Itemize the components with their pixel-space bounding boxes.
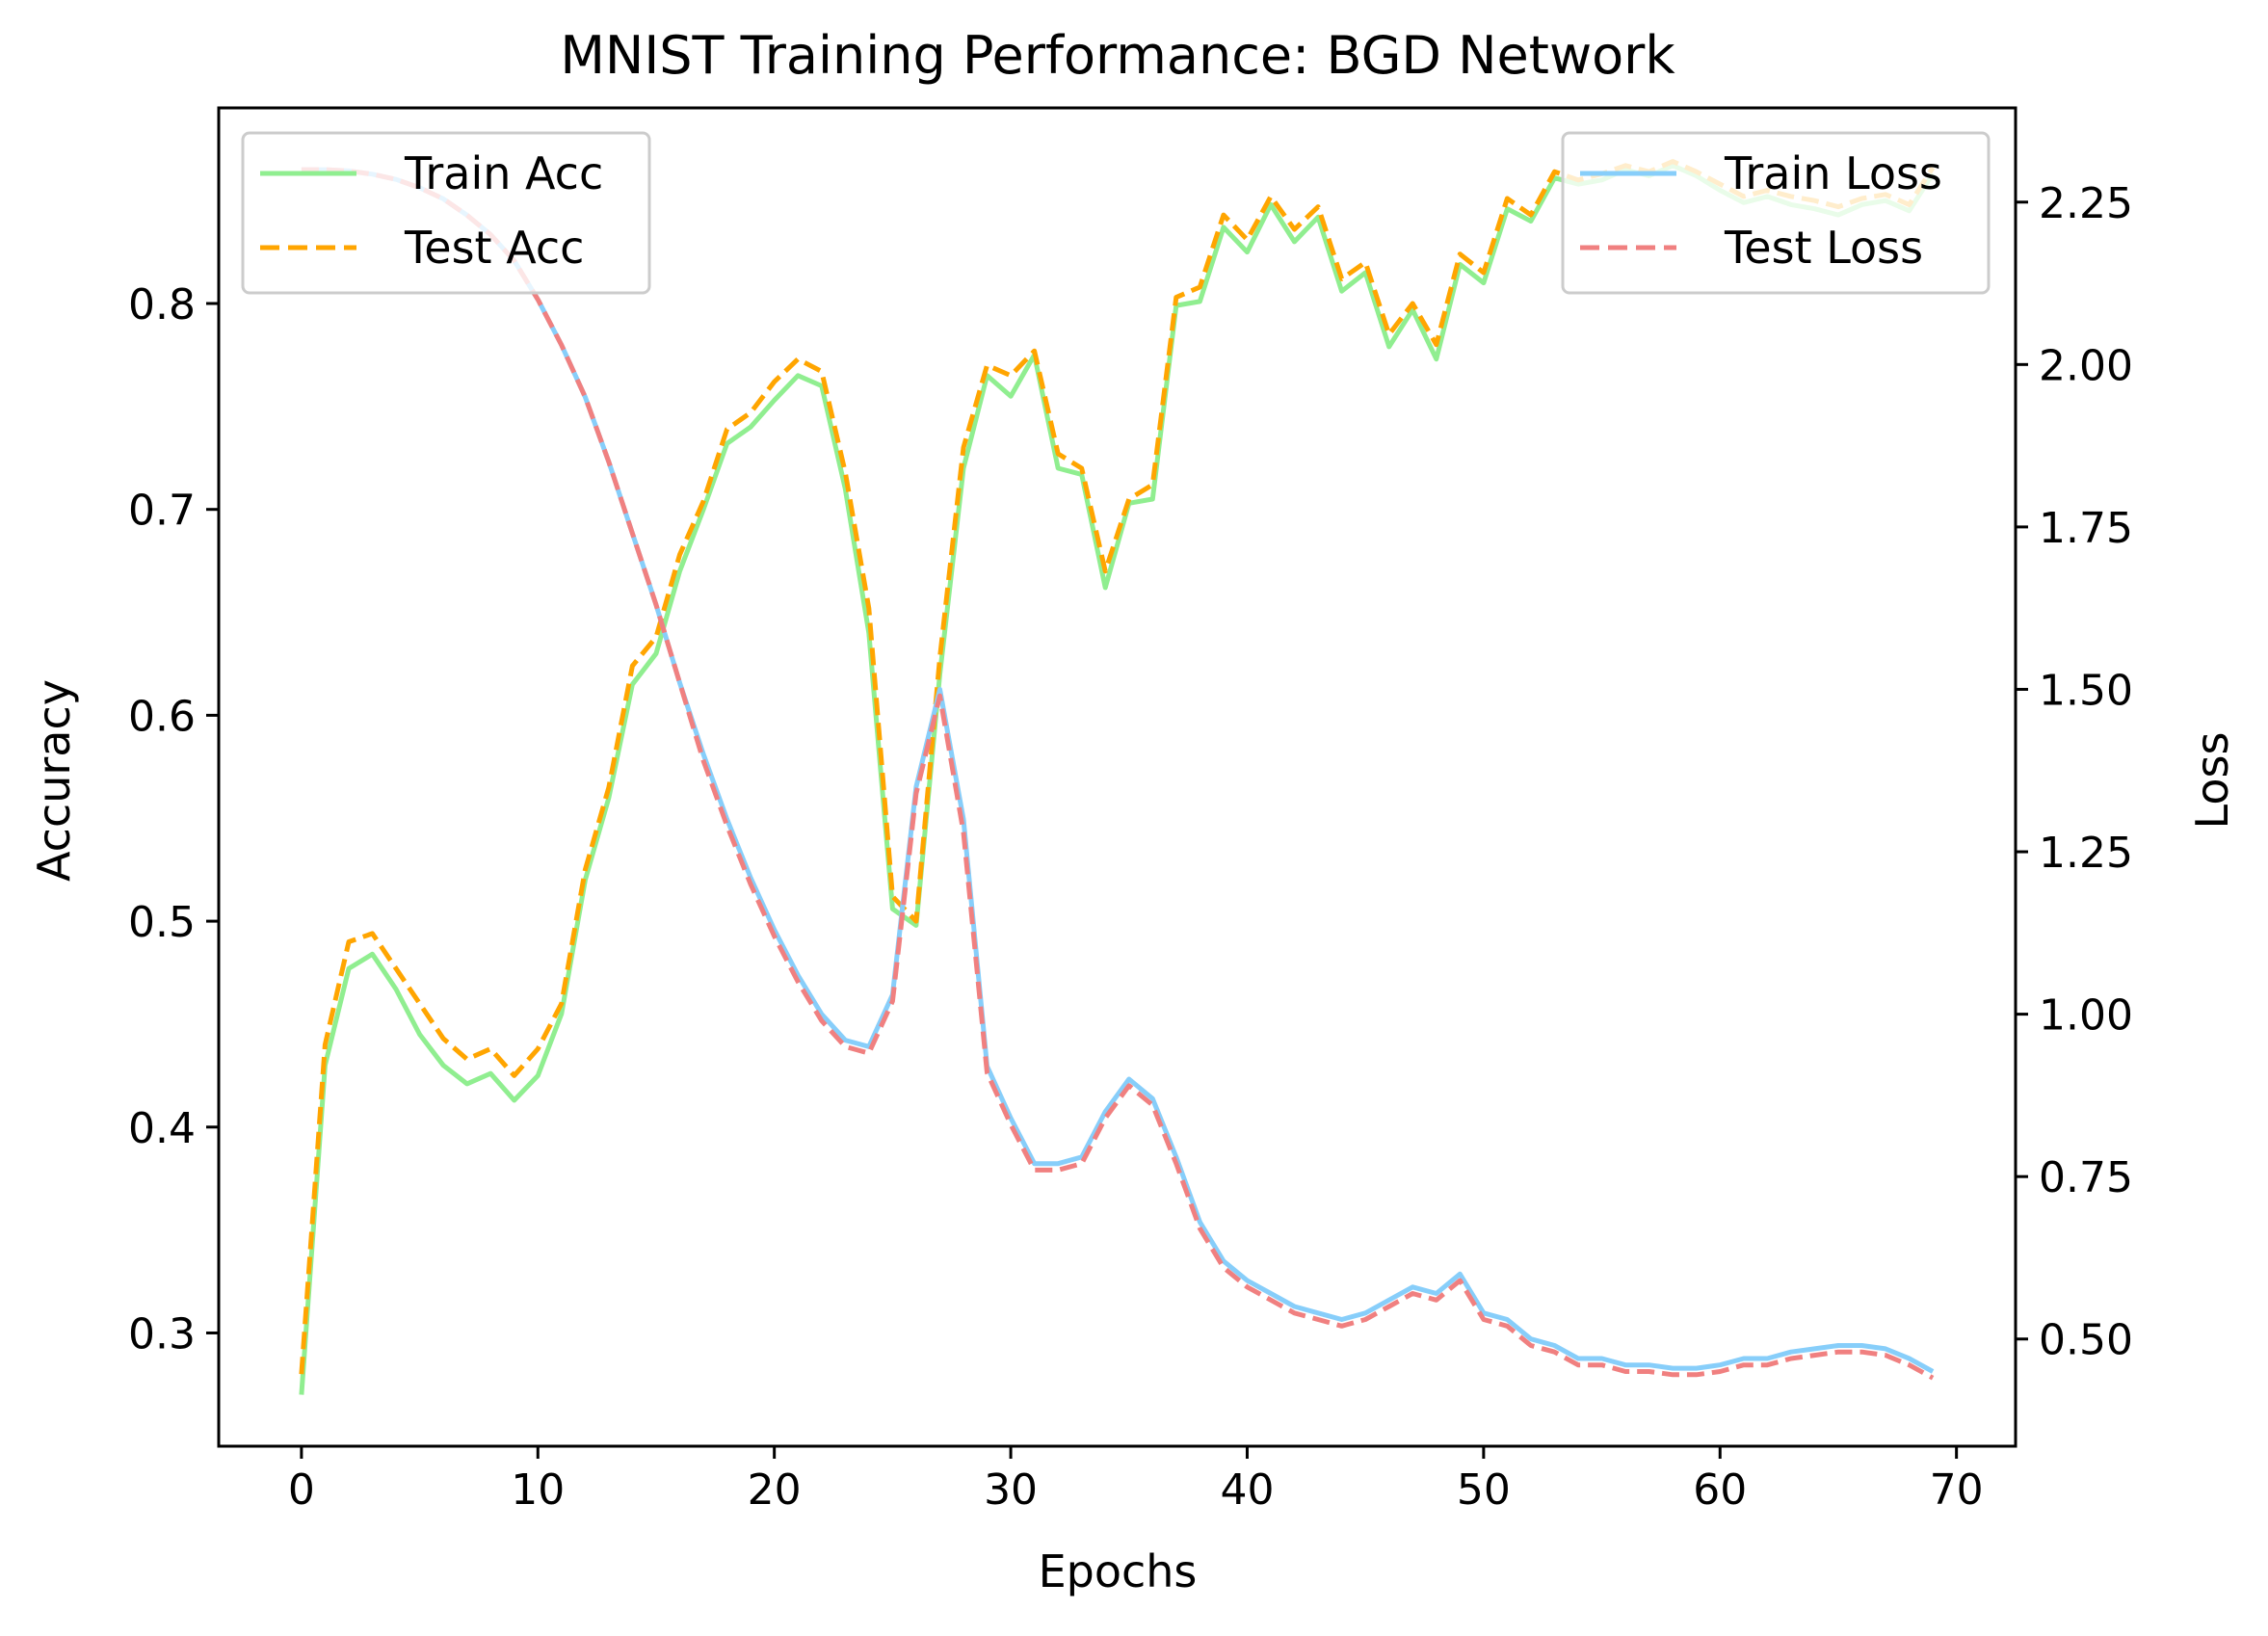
- y-right-tick-label: 1.50: [2039, 666, 2133, 715]
- y-right-tick-label: 1.25: [2039, 829, 2133, 878]
- legend-left: Train Acc Test Acc: [241, 131, 651, 295]
- x-tick-label: 70: [1930, 1465, 1984, 1515]
- y-right-tick-label: 0.75: [2039, 1153, 2133, 1202]
- x-tick-label: 10: [511, 1465, 565, 1515]
- y-left-tick-label: 0.3: [128, 1309, 196, 1359]
- y-left-tick-label: 0.6: [128, 692, 196, 741]
- y-right-tick-label: 0.50: [2039, 1316, 2133, 1365]
- legend-right: Train Loss Test Loss: [1561, 131, 1991, 295]
- y-right-tick-label: 2.00: [2039, 341, 2133, 390]
- chart-title: MNIST Training Performance: BGD Network: [560, 25, 1675, 86]
- legend-label-train-loss: Train Loss: [1724, 147, 1942, 199]
- x-tick-label: 20: [748, 1465, 802, 1515]
- y-axis-label-right: Loss: [2186, 732, 2238, 830]
- legend-label-train-acc: Train Acc: [404, 147, 603, 199]
- y-left-tick-label: 0.5: [128, 898, 196, 947]
- axes-layer: 0 10 20 30 40 50 60 70 0.3 0.4 0.5 0.6 0.7 0.8 0.50 0.7…: [128, 106, 2133, 1515]
- y-left-tick-label: 0.8: [128, 280, 196, 330]
- plot-frame: [217, 106, 2017, 1448]
- y-right-tick-label: 2.25: [2039, 179, 2133, 228]
- legend-label-test-loss: Test Loss: [1724, 222, 1923, 274]
- x-tick-label: 40: [1220, 1465, 1274, 1515]
- y-right-tick-label: 1.75: [2039, 504, 2133, 553]
- series-line-test-loss: [301, 167, 1935, 1381]
- series-line-test-acc: [299, 159, 1936, 1375]
- x-tick-label: 50: [1457, 1465, 1511, 1515]
- y-left-tick-label: 0.4: [128, 1104, 196, 1153]
- legend-label-test-acc: Test Acc: [404, 222, 584, 274]
- x-tick-label: 30: [984, 1465, 1038, 1515]
- y-right-tick-label: 1.00: [2039, 991, 2133, 1041]
- x-tick-label: 60: [1693, 1465, 1747, 1515]
- x-tick-label: 0: [288, 1465, 315, 1515]
- x-axis-label: Epochs: [1039, 1545, 1198, 1597]
- y-axis-label-left: Accuracy: [28, 679, 80, 882]
- y-left-tick-label: 0.7: [128, 487, 196, 536]
